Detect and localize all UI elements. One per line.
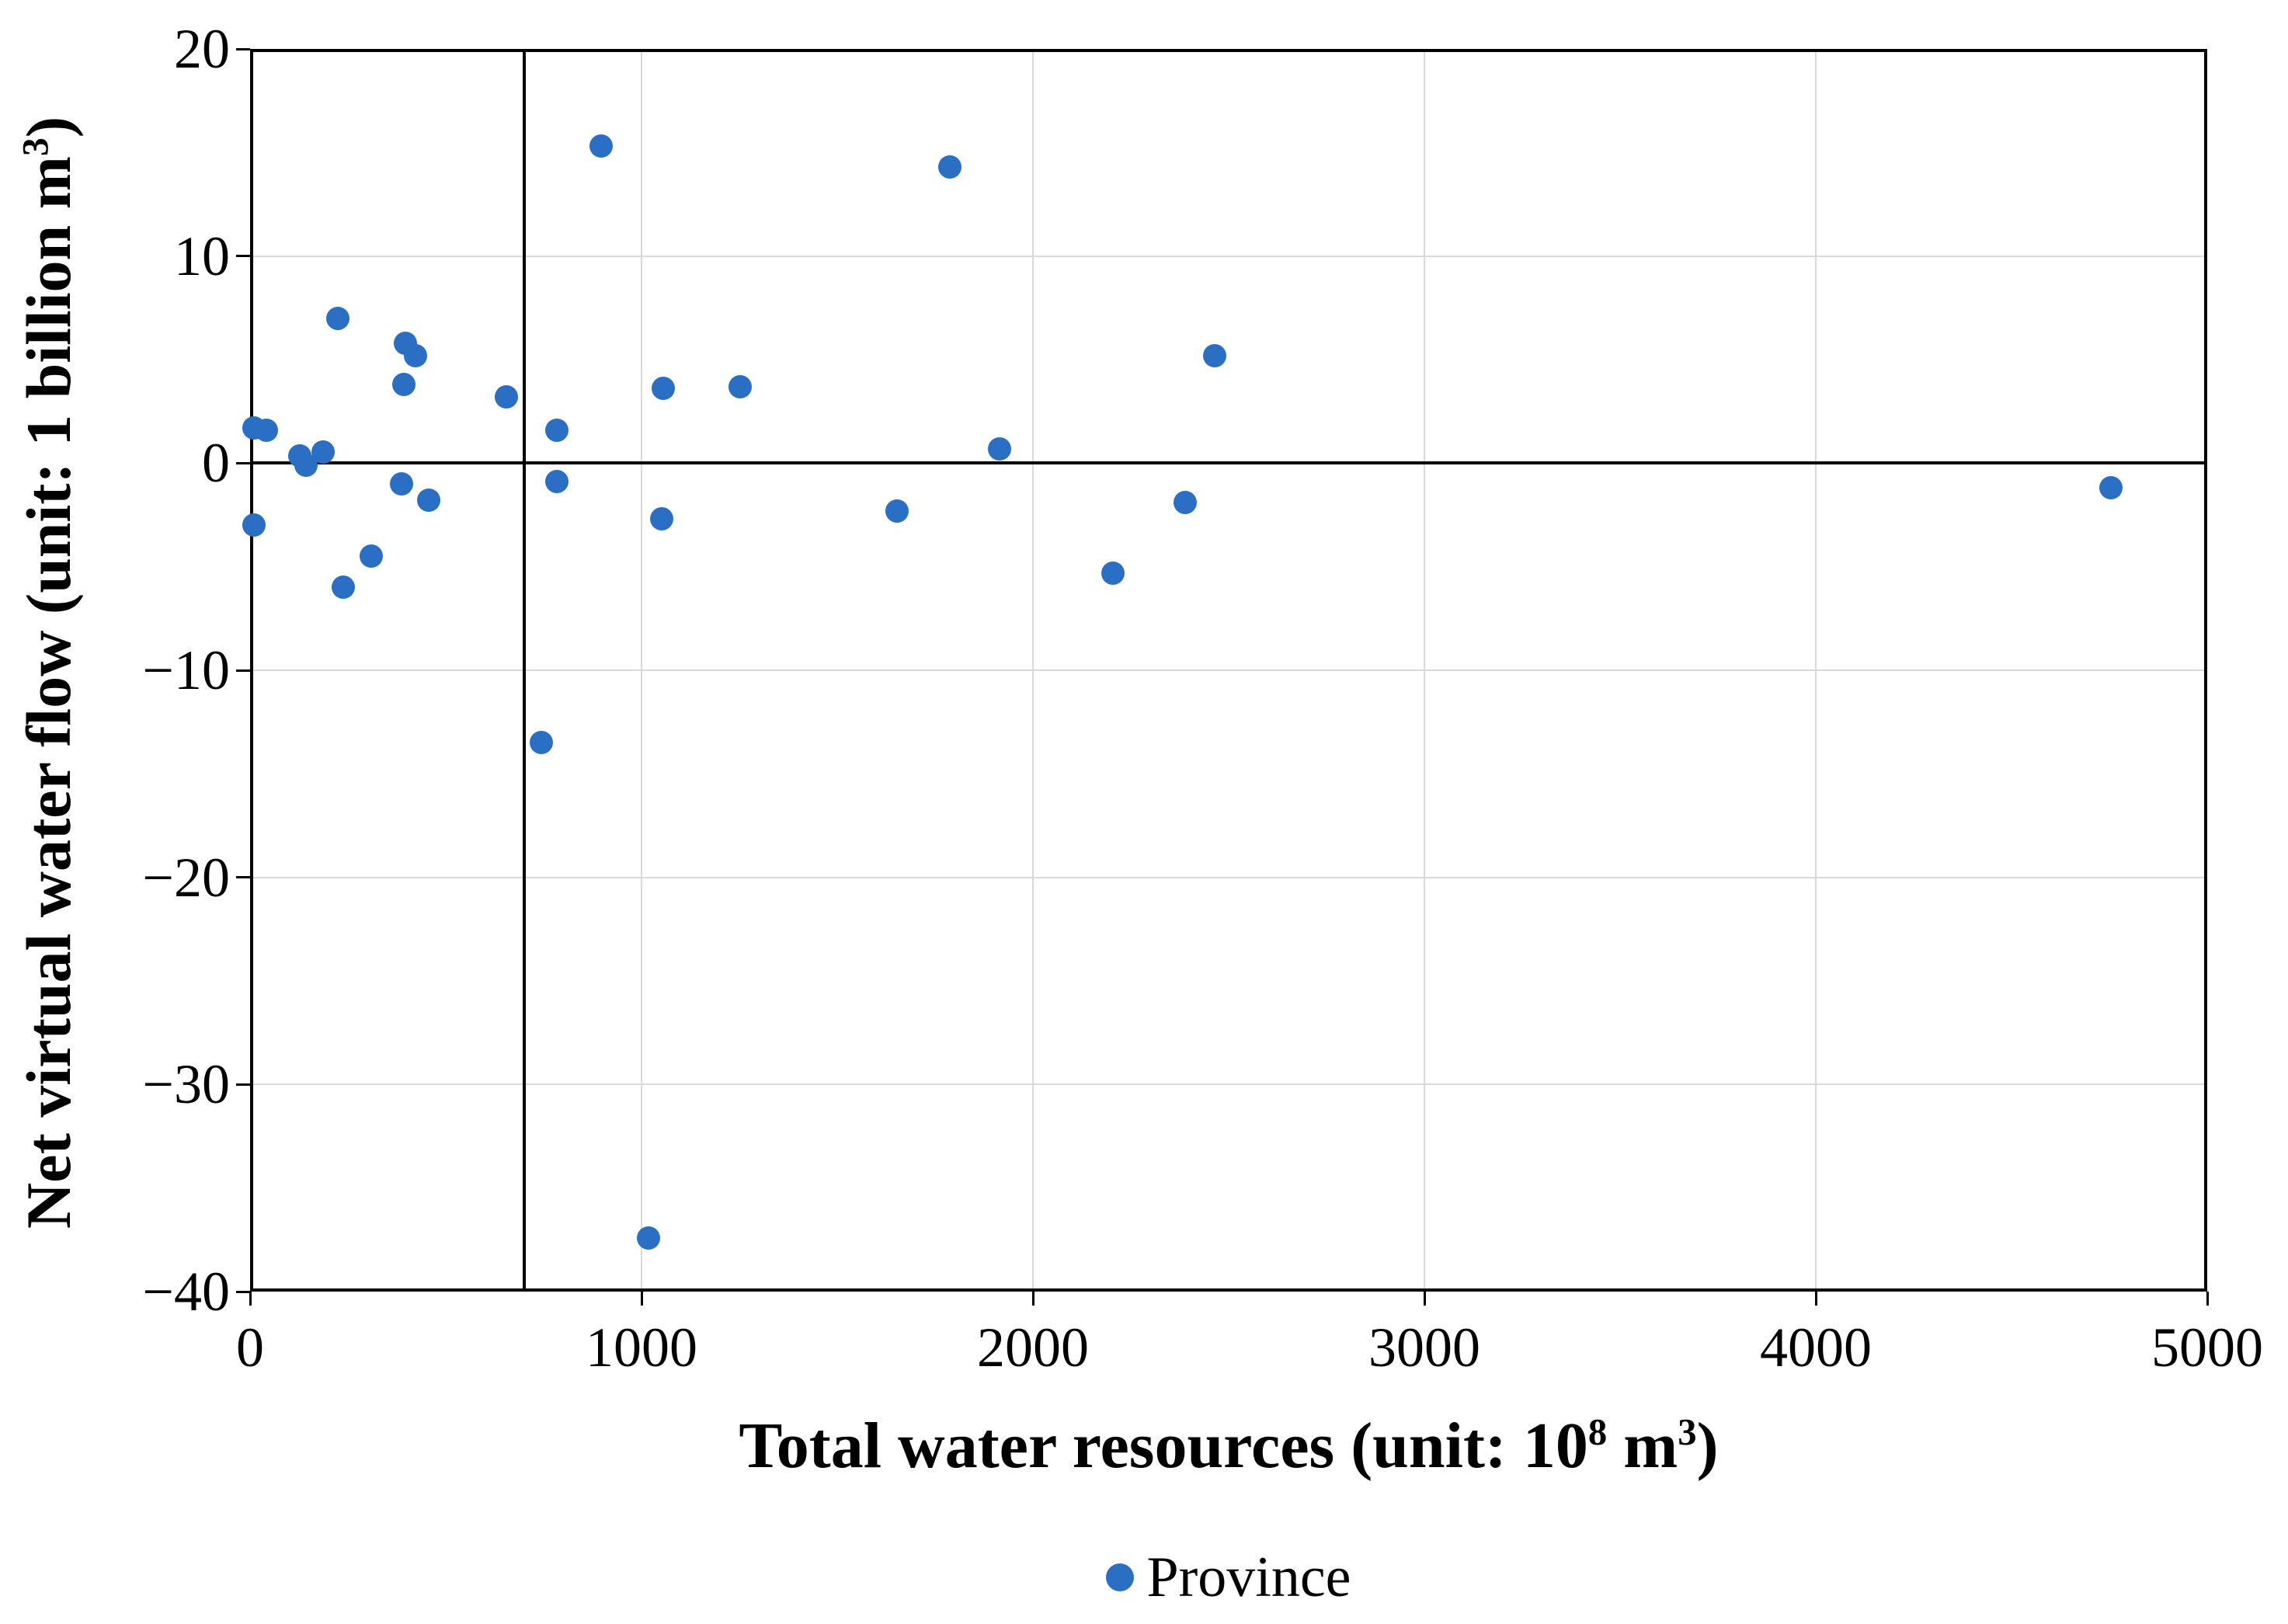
x-tick-5000: [2206, 1292, 2209, 1306]
y-tick--30: [236, 1083, 250, 1086]
x-tick-0: [249, 1292, 252, 1306]
data-point: [545, 418, 569, 442]
x-title-sup1: 8: [1587, 1411, 1608, 1453]
data-point: [1174, 491, 1198, 514]
y-title-pre: Net virtual water flow (unit: 1 billion …: [13, 156, 84, 1229]
plot-border: [250, 49, 2207, 1292]
data-point: [529, 731, 553, 755]
reference-line-horizontal: [250, 461, 2207, 465]
y-tick-label--20: −20: [142, 846, 230, 909]
x-tick-3000: [1423, 1292, 1426, 1306]
y-tick-label--10: −10: [142, 639, 230, 701]
data-point: [1101, 561, 1125, 585]
legend: Province: [250, 1544, 2207, 1611]
x-title-sup2: 3: [1678, 1411, 1697, 1453]
legend-marker-province: [1106, 1563, 1135, 1591]
y-tick-label--30: −30: [142, 1053, 230, 1116]
x-tick-label-3000: 3000: [1368, 1316, 1480, 1379]
x-tick-label-5000: 5000: [2151, 1316, 2263, 1379]
y-tick-label-20: 20: [174, 18, 230, 80]
y-tick-label--40: −40: [142, 1261, 230, 1323]
x-tick-label-4000: 4000: [1760, 1316, 1872, 1379]
y-tick--10: [236, 669, 250, 672]
y-axis-title: Net virtual water flow (unit: 1 billion …: [12, 49, 86, 1296]
x-tick-label-1000: 1000: [586, 1316, 697, 1379]
data-point: [2099, 476, 2123, 500]
x-tick-label-0: 0: [236, 1316, 264, 1379]
x-tick-2000: [1031, 1292, 1034, 1306]
data-point: [390, 472, 414, 496]
data-point: [325, 306, 349, 330]
data-point: [637, 1226, 661, 1250]
data-point: [652, 377, 676, 401]
data-point: [1202, 343, 1226, 367]
x-axis-title: Total water resources (unit: 108 m3): [250, 1407, 2207, 1485]
gridline-y--30: [250, 1083, 2207, 1086]
legend-label: Province: [1146, 1546, 1351, 1609]
data-point: [416, 489, 440, 513]
data-point: [988, 436, 1012, 461]
data-point: [242, 513, 266, 537]
x-title-post: ): [1696, 1410, 1719, 1482]
y-title-post: ): [13, 116, 84, 138]
y-title-sup: 3: [16, 137, 57, 157]
x-title-mid: m: [1607, 1410, 1678, 1482]
x-tick-1000: [640, 1292, 643, 1306]
data-point: [360, 544, 384, 569]
data-point: [311, 440, 336, 464]
x-tick-label-2000: 2000: [977, 1316, 1089, 1379]
gridline-y--10: [250, 669, 2207, 671]
data-point: [331, 576, 355, 600]
y-tick-20: [236, 47, 250, 50]
y-tick--20: [236, 876, 250, 879]
data-point: [545, 470, 569, 494]
x-title-pre: Total water resources (unit: 10: [739, 1410, 1588, 1482]
data-point: [495, 385, 519, 409]
data-point: [938, 155, 962, 179]
gridline-y--20: [250, 876, 2207, 878]
data-point: [885, 499, 909, 523]
data-point: [728, 374, 752, 398]
y-tick-label-0: 0: [202, 432, 230, 495]
y-tick-0: [236, 461, 250, 464]
data-point: [404, 343, 428, 367]
data-point: [255, 418, 279, 442]
y-tick-10: [236, 255, 250, 258]
gridline-y-10: [250, 255, 2207, 257]
data-point: [650, 507, 674, 531]
x-tick-4000: [1814, 1292, 1817, 1306]
data-point: [392, 373, 416, 396]
reference-line-vertical: [522, 49, 526, 1292]
y-tick-label-10: 10: [174, 224, 230, 287]
data-point: [589, 134, 614, 158]
y-tick--40: [236, 1290, 250, 1293]
